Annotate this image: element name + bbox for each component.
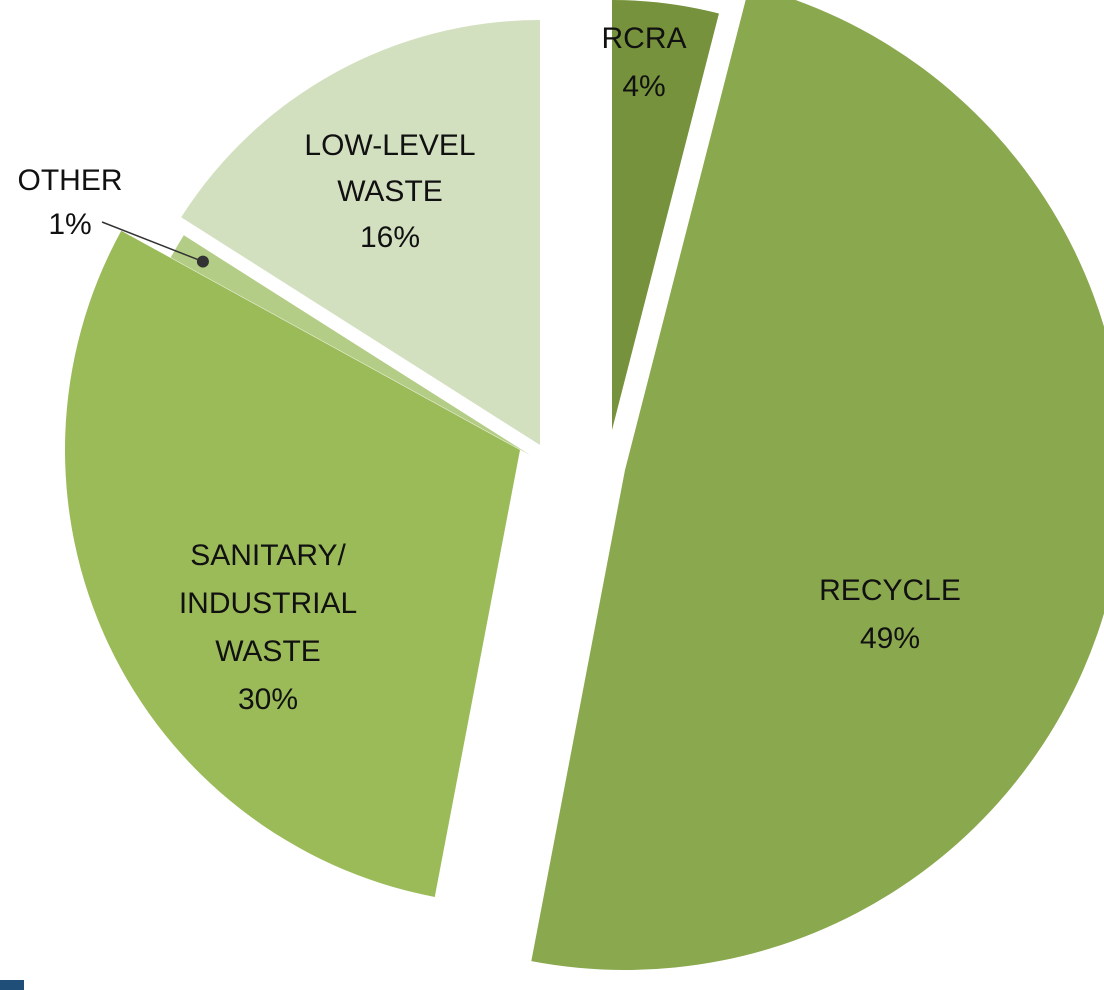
pie-slice-other [170,235,530,455]
slice-labels: RCRA 4% RECYCLE 49% SANITARY/INDUSTRIAL WASTE… [18,22,961,716]
leader-line-other [101,221,204,263]
pie-slice-recycle [531,0,1104,970]
slice-label-sanitary: SANITARY/INDUSTRIAL WASTE 30% [179,539,357,716]
slice-label-rcra: RCRA 4% [601,22,686,103]
pie-slice-rcra [612,0,719,430]
pie-slices [64,0,1104,970]
leader-dot-other [196,255,209,268]
slice-label-other: OTHER 1% [18,164,123,241]
slice-label-recycle: RECYCLE 49% [819,574,961,655]
corner-decoration [0,980,24,990]
leader-lines [101,221,209,268]
pie-slice-lowlevel [181,20,540,445]
pie-slice-sanitary [64,230,521,897]
slice-label-lowlevel: LOW-LEVEL WASTE 16% [304,129,475,254]
